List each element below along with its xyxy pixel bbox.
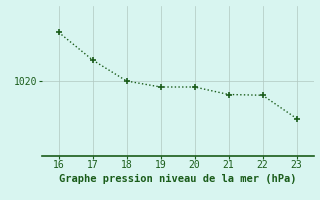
X-axis label: Graphe pression niveau de la mer (hPa): Graphe pression niveau de la mer (hPa) [59, 174, 296, 184]
